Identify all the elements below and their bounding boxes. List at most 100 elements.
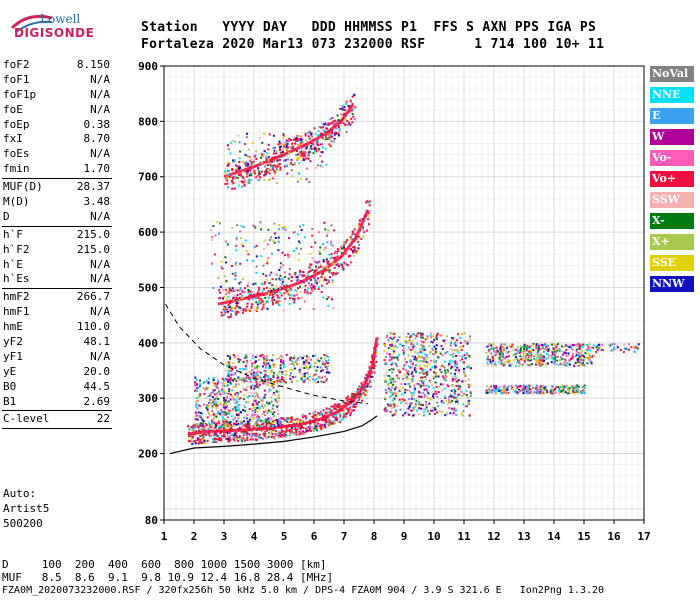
echo-point — [526, 363, 529, 366]
echo-point — [390, 391, 393, 394]
echo-point — [215, 403, 218, 406]
echo-point — [322, 381, 325, 384]
echo-point — [453, 391, 456, 394]
echo-point — [336, 248, 339, 251]
echo-point — [272, 359, 275, 362]
echo-point — [522, 392, 525, 395]
echo-point — [272, 147, 275, 150]
echo-point — [223, 426, 226, 429]
echo-point — [392, 346, 395, 349]
echo-point — [240, 308, 243, 311]
echo-point — [235, 409, 238, 412]
echo-point — [215, 438, 218, 441]
echo-point — [213, 415, 216, 418]
echo-point — [330, 409, 333, 412]
echo-point — [223, 423, 226, 426]
echo-point — [234, 175, 237, 178]
echo-point — [292, 361, 295, 364]
echo-point — [244, 164, 247, 167]
echo-point — [251, 354, 254, 357]
echo-point — [226, 420, 229, 423]
echo-point — [323, 276, 326, 279]
echo-point — [250, 163, 253, 166]
echo-point — [420, 407, 423, 410]
echo-point — [390, 367, 393, 370]
echo-point — [247, 308, 250, 311]
echo-point — [246, 396, 249, 399]
echo-point — [351, 103, 354, 106]
echo-point — [199, 435, 202, 438]
echo-point — [574, 344, 577, 347]
echo-point — [335, 131, 338, 134]
echo-point — [351, 95, 354, 98]
echo-point — [633, 345, 636, 348]
echo-point — [311, 257, 314, 260]
echo-point — [210, 402, 213, 405]
echo-point — [343, 411, 346, 414]
echo-point — [261, 298, 264, 301]
echo-point — [336, 405, 339, 408]
echo-point — [271, 296, 274, 299]
echo-point — [290, 279, 293, 282]
echo-point — [434, 361, 437, 364]
echo-point — [313, 269, 316, 272]
echo-point — [223, 310, 226, 313]
echo-point — [280, 378, 283, 381]
echo-point — [327, 122, 330, 125]
echo-point — [213, 434, 216, 437]
echo-point — [441, 364, 444, 367]
echo-point — [295, 150, 298, 153]
echo-point — [302, 271, 305, 274]
echo-point — [434, 408, 437, 411]
echo-point — [261, 289, 264, 292]
echo-point — [201, 422, 204, 425]
echo-point — [224, 170, 227, 173]
echo-point — [538, 390, 541, 393]
echo-point — [272, 354, 275, 357]
echo-point — [541, 356, 544, 359]
echo-point — [396, 365, 399, 368]
echo-point — [403, 412, 406, 415]
echo-point — [258, 286, 261, 289]
echo-point — [257, 386, 260, 389]
echo-point — [256, 424, 259, 427]
echo-point — [543, 359, 546, 362]
echo-point — [300, 138, 303, 141]
echo-point — [270, 396, 273, 399]
echo-point — [284, 430, 287, 433]
echo-point — [243, 420, 246, 423]
echo-point — [296, 180, 299, 183]
echo-point — [274, 232, 277, 235]
echo-point — [210, 406, 213, 409]
echo-point — [238, 299, 241, 302]
echo-point — [534, 391, 537, 394]
echo-point — [395, 346, 398, 349]
echo-point — [304, 367, 307, 370]
echo-point — [321, 369, 324, 372]
echo-point — [237, 134, 240, 137]
echo-point — [250, 373, 253, 376]
echo-point — [570, 347, 573, 350]
echo-point — [303, 236, 306, 239]
echo-point — [233, 377, 236, 380]
echo-point — [215, 435, 218, 438]
echo-point — [495, 353, 498, 356]
echo-point — [199, 405, 202, 408]
x-tick-label: 6 — [311, 530, 318, 543]
x-tick-label: 1 — [161, 530, 168, 543]
echo-point — [582, 354, 585, 357]
echo-point — [445, 375, 448, 378]
echo-point — [248, 395, 251, 398]
echo-point — [253, 171, 256, 174]
echo-point — [239, 180, 242, 183]
echo-point — [366, 385, 369, 388]
echo-point — [582, 390, 585, 393]
echo-point — [421, 376, 424, 379]
echo-point — [206, 439, 209, 442]
echo-point — [333, 119, 336, 122]
echo-point — [267, 228, 270, 231]
echo-point — [231, 183, 234, 186]
echo-point — [449, 342, 452, 345]
echo-point — [366, 383, 369, 386]
echo-point — [275, 284, 278, 287]
